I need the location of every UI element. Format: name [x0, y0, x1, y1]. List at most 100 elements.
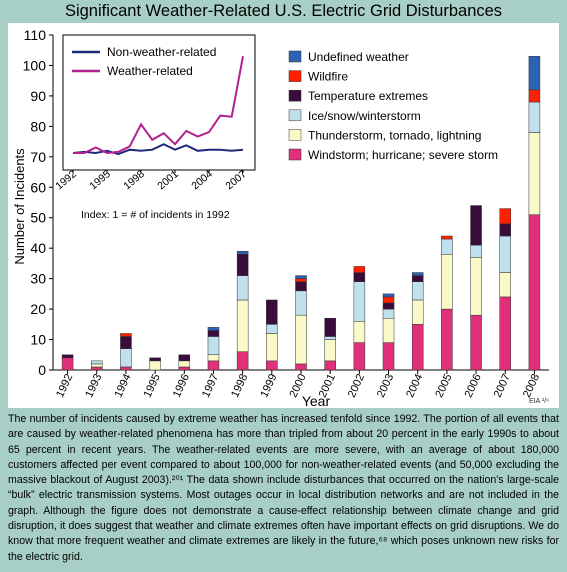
legend-swatch: [288, 89, 302, 102]
inset-x-tick-label: 1992: [53, 168, 79, 192]
bar-segment: [91, 363, 103, 368]
bar-segment: [295, 281, 307, 292]
bar-segment: [266, 324, 278, 334]
legend-label: Windstorm; hurricane; severe storm: [308, 148, 498, 162]
bar-segment: [353, 321, 366, 343]
bar-segment: [382, 342, 395, 371]
legend-label: Undefined weather: [308, 50, 409, 64]
bar-segment: [324, 336, 336, 340]
x-tick-label: 1998: [229, 372, 250, 399]
x-axis-label: Year: [302, 393, 331, 408]
y-tick-label: 60: [30, 179, 46, 195]
x-tick-label: 1992: [54, 372, 75, 399]
bar-segment: [236, 299, 249, 352]
bar-segment: [266, 360, 278, 371]
bar-segment: [411, 272, 424, 276]
bar-segment: [61, 354, 74, 359]
bar-segment: [528, 101, 541, 133]
bar-segment: [382, 302, 395, 310]
y-tick-label: 100: [23, 57, 47, 73]
bar-segment: [266, 299, 278, 325]
x-tick-label: 2004: [404, 372, 425, 399]
x-tick-label: 2007: [492, 372, 513, 399]
bar-segment: [207, 330, 220, 337]
bar-segment: [120, 333, 132, 337]
bar-segment: [178, 354, 191, 362]
bar-segment: [499, 272, 511, 298]
legend-label: Temperature extremes: [308, 89, 428, 103]
bar-segment: [499, 296, 511, 371]
bar-segment: [295, 275, 307, 279]
inset-x-axis-label: Index: 1 = # of incidents in 1992: [81, 209, 230, 221]
x-tick-label: 2006: [463, 372, 484, 399]
x-tick-label: 1994: [112, 372, 133, 399]
bar-segment: [353, 266, 366, 273]
bar-segment: [411, 281, 424, 301]
chart-panel: 0 10 20 30 40 50 60 70 80 90 100 110 Number of Incid…: [8, 23, 559, 408]
bar-segment: [499, 208, 511, 225]
y-tick-label: 10: [30, 332, 46, 348]
bar-segment: [120, 336, 132, 349]
bar-segment: [295, 278, 307, 282]
figure-caption: The number of incidents caused by extrem…: [8, 413, 559, 563]
x-tick-label: 1993: [83, 372, 104, 399]
bar-segment: [120, 348, 132, 368]
bar-segment: [91, 366, 103, 371]
inset-x-tick-label: 2004: [189, 168, 215, 192]
bar-segment: [324, 360, 336, 371]
bar-segment: [441, 254, 453, 310]
x-tick-label: 1995: [142, 372, 163, 399]
y-tick-label: 30: [30, 271, 46, 287]
inset-legend-label: Non-weather-related: [107, 45, 216, 59]
bar-segment: [207, 360, 220, 371]
bar-segment: [353, 281, 366, 322]
x-tick-label: 1996: [171, 372, 192, 399]
y-axis-label: Number of Incidents: [12, 148, 27, 265]
x-tick-label: 2003: [375, 372, 396, 399]
bar-segment: [207, 336, 220, 356]
inset-legend-label: Weather-related: [107, 64, 193, 78]
inset-series-line: [72, 143, 244, 156]
bar-segment: [178, 360, 191, 368]
bar-segment: [528, 56, 541, 91]
y-tick-label: 90: [30, 88, 46, 104]
inset-x-tick-label: 1995: [87, 168, 113, 192]
bar-segment: [470, 205, 482, 246]
bar-segment: [499, 223, 511, 237]
bar-segment: [353, 272, 366, 282]
bar-segment: [324, 339, 336, 362]
bar-segment: [499, 235, 511, 273]
x-tick-label: 2005: [433, 372, 454, 399]
stacked-bar-chart: 0 10 20 30 40 50 60 70 80 90 100 110 Number of Incid…: [12, 27, 549, 408]
y-tick-label: 0: [38, 362, 46, 378]
bar-segment: [353, 342, 366, 371]
bar-segment: [295, 290, 307, 316]
x-tick-label: 1997: [200, 372, 221, 399]
bar-segment: [441, 235, 453, 240]
bar-segment: [295, 363, 307, 371]
bar-segment: [207, 354, 220, 362]
bar-segment: [441, 308, 453, 371]
bar-segment: [470, 314, 482, 371]
bar-segment: [382, 296, 395, 304]
legend-swatch: [288, 50, 302, 63]
bar-segment: [149, 357, 161, 362]
bar-segment: [324, 317, 336, 337]
inset-x-tick-label: 2007: [223, 168, 249, 192]
bar-segment: [178, 366, 191, 371]
y-tick-label: 20: [30, 301, 46, 317]
legend-label: Wildfire: [308, 70, 348, 84]
bar-segment: [441, 238, 453, 255]
bar-segment: [236, 250, 249, 255]
bar-segment: [411, 324, 424, 371]
chart-title: Significant Weather-Related U.S. Electri…: [64, 2, 503, 20]
bar-segment: [470, 257, 482, 316]
legend-label: Thunderstorm, tornado, lightning: [308, 128, 481, 142]
bar-segment: [236, 351, 249, 371]
inset-x-tick-label: 1998: [121, 168, 147, 192]
bar-segment: [528, 89, 541, 103]
bar-segment: [411, 275, 424, 282]
bar-segment: [382, 317, 395, 343]
bar-segment: [295, 314, 307, 365]
legend-swatch: [288, 129, 302, 141]
